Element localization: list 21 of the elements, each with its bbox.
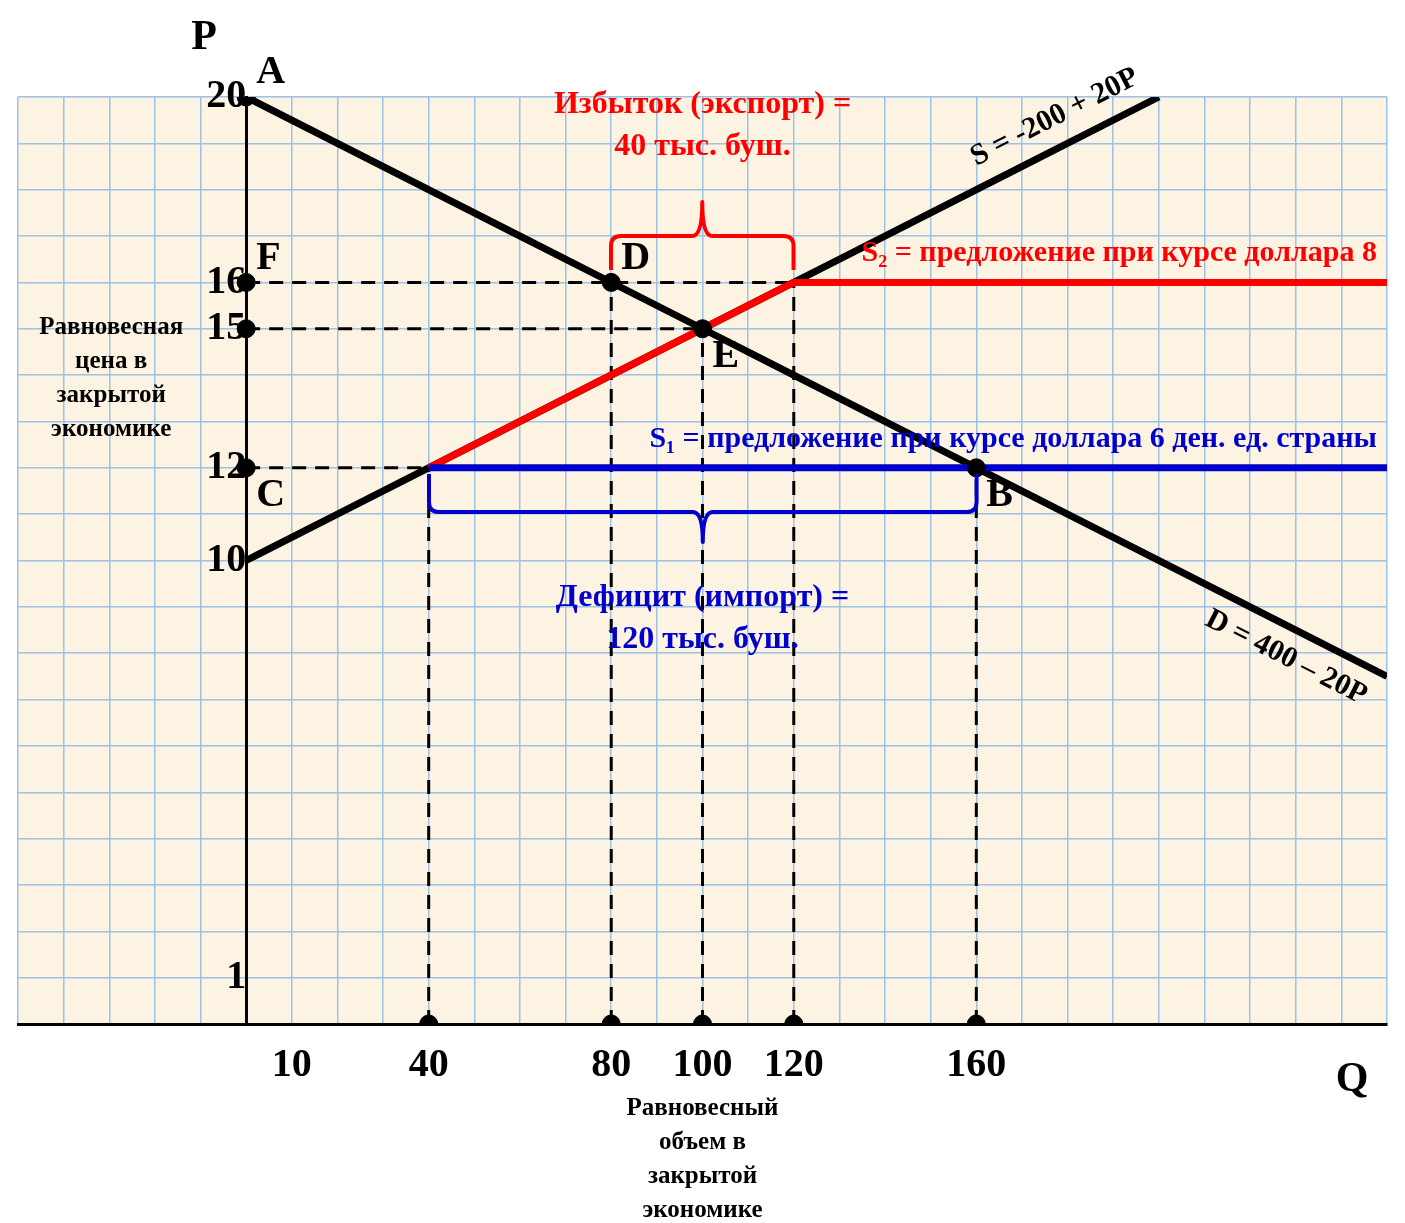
x-axis-title: Q: [1335, 1053, 1369, 1100]
annotation: Равновесная цена в закрытой экономике: [39, 311, 184, 441]
y-axis-title: P: [191, 11, 217, 58]
y-tick-label: 10: [206, 534, 247, 580]
annotation: Избыток (экспорт) = 40 тыс. буш.: [553, 83, 852, 162]
x-tick-label: 120: [763, 1040, 824, 1086]
annotation: C: [256, 470, 286, 516]
annotation: Дефицит (импорт) = 120 тыс. буш.: [555, 577, 850, 656]
annotation: D: [621, 232, 651, 278]
x-tick-label: 40: [408, 1040, 449, 1086]
series-label: S₂ = предложение при курсе доллара 8: [861, 234, 1377, 268]
annotation: Равновесный объем в закрытой экономике: [626, 1092, 779, 1222]
annotation: A: [256, 47, 286, 93]
x-tick-label: 160: [946, 1040, 1007, 1086]
text: S = -200 + 20P: [963, 58, 1144, 172]
x-tick-label: 80: [591, 1040, 632, 1086]
text: D = 400 – 20P: [1200, 600, 1374, 710]
y-tick-label: 1: [226, 951, 247, 997]
x-tick-label: 10: [271, 1040, 312, 1086]
x-tick-label: 100: [672, 1040, 733, 1086]
annotation: F: [256, 232, 281, 278]
